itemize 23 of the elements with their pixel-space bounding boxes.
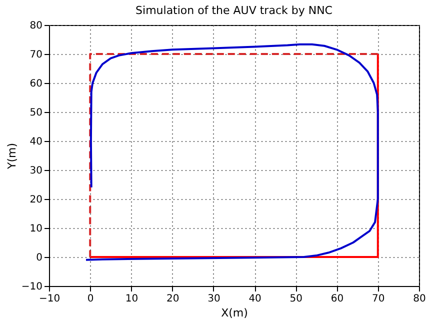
x-tick-label: 40: [248, 294, 262, 304]
x-tick-label: −10: [38, 294, 60, 304]
x-tick-label: 50: [290, 294, 303, 304]
x-tick-label: 10: [125, 294, 138, 304]
y-tick-label: −10: [21, 282, 42, 292]
y-tick-label: 60: [30, 78, 42, 90]
x-tick-label: 60: [330, 294, 344, 304]
y-tick-label: 40: [30, 136, 42, 148]
y-tick-label: 80: [30, 20, 42, 32]
y-tick-label: 70: [30, 50, 42, 60]
x-tick-label: 20: [166, 294, 180, 304]
x-tick-label: 80: [413, 294, 426, 304]
y-axis-title: Y(m): [5, 142, 18, 170]
chart-title: Simulation of the AUV track by NNC: [136, 4, 333, 17]
x-tick-label: 70: [372, 294, 385, 304]
y-tick-label: 10: [30, 224, 42, 234]
y-tick-label: 30: [30, 166, 42, 176]
y-tick-label: 50: [30, 108, 42, 118]
y-tick-label: 0: [36, 252, 42, 264]
y-tick-label: 20: [30, 194, 42, 206]
x-tick-label: 0: [87, 294, 94, 304]
x-tick-label: 30: [208, 294, 220, 304]
x-axis-title: X(m): [221, 306, 248, 320]
